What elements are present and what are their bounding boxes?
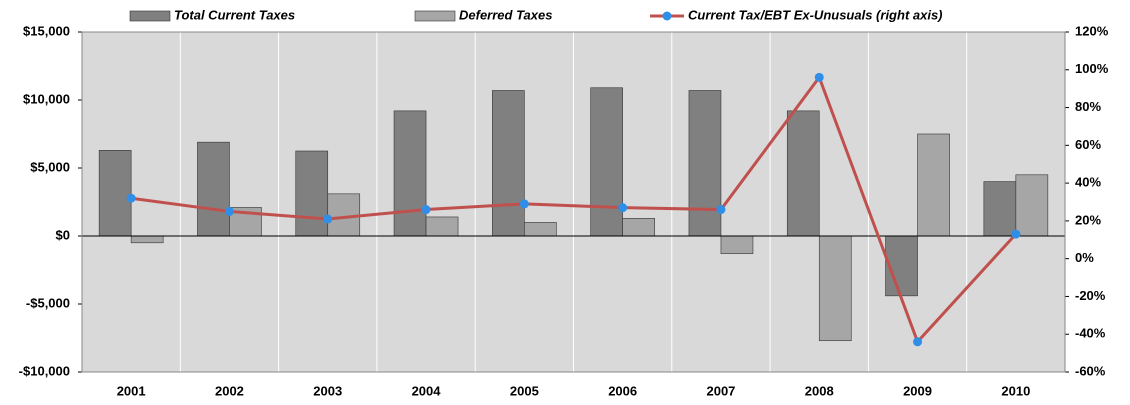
plot-border bbox=[81, 31, 1066, 373]
y-tick-label: $10,000 bbox=[23, 91, 70, 106]
y2-tick-label: 120% bbox=[1075, 23, 1109, 38]
bar bbox=[590, 87, 623, 237]
legend-label: Current Tax/EBT Ex-Unusuals (right axis) bbox=[688, 7, 943, 22]
y2-tick-label: 0% bbox=[1075, 250, 1094, 265]
legend-label: Deferred Taxes bbox=[459, 7, 552, 22]
marker bbox=[913, 337, 923, 347]
marker bbox=[618, 203, 628, 213]
bar bbox=[524, 222, 557, 237]
x-tick-label: 2001 bbox=[117, 383, 146, 398]
legend-label: Total Current Taxes bbox=[174, 7, 295, 22]
y2-tick-label: 80% bbox=[1075, 99, 1101, 114]
x-tick-label: 2006 bbox=[608, 383, 637, 398]
y-tick-label: -$5,000 bbox=[26, 295, 70, 310]
bar bbox=[197, 141, 230, 237]
x-tick-label: 2007 bbox=[706, 383, 735, 398]
marker bbox=[421, 205, 431, 215]
line bbox=[130, 74, 1017, 345]
bar bbox=[622, 218, 655, 237]
legend-marker bbox=[662, 11, 672, 21]
y2-tick-label: 40% bbox=[1075, 175, 1101, 190]
bar bbox=[393, 110, 427, 237]
x-tick-label: 2009 bbox=[903, 383, 932, 398]
y2-tick-label: -20% bbox=[1075, 288, 1106, 303]
y2-tick-label: 60% bbox=[1075, 137, 1101, 152]
bar bbox=[1015, 174, 1049, 237]
bar bbox=[295, 150, 329, 237]
marker bbox=[814, 72, 824, 82]
legend-swatch bbox=[129, 10, 171, 22]
bar bbox=[492, 90, 525, 237]
x-tick-label: 2010 bbox=[1001, 383, 1030, 398]
bar bbox=[720, 235, 754, 254]
bar bbox=[983, 181, 1017, 237]
marker bbox=[1011, 229, 1021, 239]
legend-swatch bbox=[414, 10, 456, 22]
bar bbox=[688, 90, 722, 237]
marker bbox=[126, 193, 136, 203]
bar bbox=[818, 235, 852, 342]
y-tick-label: -$10,000 bbox=[19, 363, 70, 378]
y2-tick-label: 100% bbox=[1075, 61, 1109, 76]
marker bbox=[519, 199, 529, 209]
x-tick-label: 2008 bbox=[805, 383, 834, 398]
y-tick-label: $15,000 bbox=[23, 23, 70, 38]
x-tick-label: 2002 bbox=[215, 383, 244, 398]
x-tick-label: 2004 bbox=[412, 383, 442, 398]
y2-tick-label: 20% bbox=[1075, 212, 1101, 227]
bar bbox=[98, 150, 132, 237]
y-tick-label: $0 bbox=[56, 227, 70, 242]
y-tick-label: $5,000 bbox=[30, 159, 70, 174]
bar bbox=[425, 216, 459, 237]
bar bbox=[917, 133, 950, 237]
marker bbox=[224, 206, 234, 216]
bar bbox=[130, 235, 164, 244]
x-tick-label: 2003 bbox=[313, 383, 342, 398]
marker bbox=[323, 214, 333, 224]
legend: Total Current Taxes Deferred Taxes Current… bbox=[129, 7, 943, 22]
y2-tick-label: -40% bbox=[1075, 326, 1106, 341]
bar bbox=[786, 110, 820, 237]
y2-tick-label: -60% bbox=[1075, 363, 1106, 378]
marker bbox=[716, 205, 726, 215]
x-tick-label: 2005 bbox=[510, 383, 539, 398]
